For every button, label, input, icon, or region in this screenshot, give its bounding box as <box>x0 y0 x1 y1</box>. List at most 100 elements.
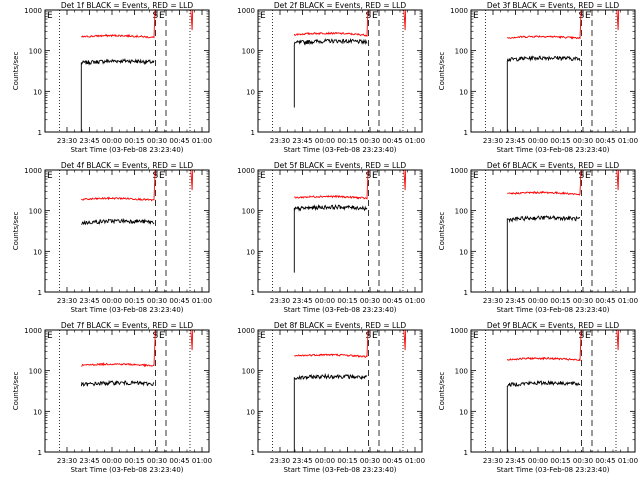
e-marker-label: E <box>47 11 53 21</box>
y-tick-label: 10 <box>33 88 42 96</box>
series-red-line <box>506 329 582 362</box>
x-tick-label: 00:30 <box>360 457 380 465</box>
series-red-spike <box>616 9 620 31</box>
x-axis-label: Start Time (03-Feb-08 23:23:40) <box>283 146 396 154</box>
x-tick-label: 23:45 <box>292 297 312 305</box>
x-tick-label: 00:30 <box>147 137 167 145</box>
e-marker-label: E <box>473 11 479 21</box>
x-tick-label: 00:45 <box>595 137 615 145</box>
x-tick-label: 23:30 <box>270 457 290 465</box>
e-marker-label: E <box>260 171 266 181</box>
x-tick-label: 00:15 <box>337 137 357 145</box>
y-tick-label: 1 <box>464 289 468 297</box>
x-tick-label: 23:45 <box>79 457 99 465</box>
y-tick-label: 10 <box>246 408 255 416</box>
y-tick-label: 100 <box>29 208 42 216</box>
panel-title: Det 4f BLACK = Events, RED = LLD <box>61 161 194 170</box>
s-marker-label: S <box>366 11 372 21</box>
x-tick-label: 01:00 <box>405 137 425 145</box>
x-tick-label: 23:45 <box>292 137 312 145</box>
y-tick-label: 10 <box>246 248 255 256</box>
panel-title: Det 6f BLACK = Events, RED = LLD <box>487 161 620 170</box>
x-tick-label: 00:15 <box>124 137 144 145</box>
y-tick-label: 100 <box>29 48 42 56</box>
y-tick-label: 100 <box>29 368 42 376</box>
series-red-spike <box>616 169 620 191</box>
y-tick-label: 100 <box>242 48 255 56</box>
y-tick-label: 100 <box>242 208 255 216</box>
s-marker-label: S <box>366 331 372 341</box>
plot-frame <box>44 329 210 453</box>
e-marker-label: E <box>473 331 479 341</box>
y-tick-label: 10 <box>246 88 255 96</box>
y-tick-label: 10 <box>459 248 468 256</box>
x-tick-label: 00:00 <box>315 297 335 305</box>
series-red-spike <box>403 169 407 191</box>
x-tick-label: 23:30 <box>483 297 503 305</box>
x-tick-label: 00:15 <box>124 297 144 305</box>
x-tick-label: 23:30 <box>57 137 77 145</box>
x-tick-label: 00:30 <box>147 297 167 305</box>
series-red-spike <box>403 9 407 31</box>
y-tick-label: 100 <box>242 368 255 376</box>
y-axis-label: Counts/sec <box>12 372 20 411</box>
x-axis-label: Start Time (03-Feb-08 23:23:40) <box>283 306 396 314</box>
x-tick-label: 23:45 <box>505 457 525 465</box>
x-tick-label: 00:15 <box>337 297 357 305</box>
s-marker-label: S <box>579 331 585 341</box>
x-tick-label: 00:15 <box>550 137 570 145</box>
panel-title: Det 3f BLACK = Events, RED = LLD <box>487 1 620 10</box>
y-tick-label: 1000 <box>450 167 468 175</box>
x-tick-label: 01:00 <box>192 457 212 465</box>
s-marker-label: S <box>366 171 372 181</box>
x-tick-label: 00:45 <box>595 457 615 465</box>
e-marker-label: E <box>372 331 378 341</box>
x-tick-label: 00:00 <box>315 457 335 465</box>
panel-title: Det 1f BLACK = Events, RED = LLD <box>61 1 194 10</box>
series-black-line <box>506 214 581 292</box>
x-tick-label: 00:30 <box>573 297 593 305</box>
e-marker-label: E <box>47 331 53 341</box>
series-red-line <box>294 169 369 200</box>
x-tick-label: 00:45 <box>382 297 402 305</box>
x-tick-label: 00:30 <box>360 137 380 145</box>
x-tick-label: 00:45 <box>169 457 189 465</box>
y-axis-label: Counts/sec <box>12 52 20 91</box>
y-axis-label: Counts/sec <box>438 372 446 411</box>
x-axis-label: Start Time (03-Feb-08 23:23:40) <box>70 146 183 154</box>
plot-frame <box>44 169 210 293</box>
series-red-line <box>81 169 156 202</box>
series-black-line <box>80 57 155 132</box>
y-tick-label: 1 <box>251 289 255 297</box>
x-tick-label: 01:00 <box>405 457 425 465</box>
y-tick-label: 100 <box>455 48 468 56</box>
e-marker-label: E <box>47 171 53 181</box>
x-tick-label: 00:15 <box>550 297 570 305</box>
series-black-line <box>506 55 581 132</box>
plot-frame <box>257 9 423 133</box>
y-tick-label: 1000 <box>237 327 255 335</box>
series-black-line <box>80 379 155 387</box>
series-black-line <box>293 37 368 108</box>
x-axis-label: Start Time (03-Feb-08 23:23:40) <box>496 146 609 154</box>
x-tick-label: 00:15 <box>124 457 144 465</box>
e-marker-label: E <box>372 171 378 181</box>
y-tick-label: 10 <box>459 408 468 416</box>
e-marker-label: E <box>159 171 165 181</box>
panel-title: Det 7f BLACK = Events, RED = LLD <box>61 321 194 330</box>
x-tick-label: 00:45 <box>382 457 402 465</box>
e-marker-label: E <box>260 331 266 341</box>
x-tick-label: 00:15 <box>550 457 570 465</box>
y-tick-label: 1000 <box>450 327 468 335</box>
y-tick-label: 100 <box>455 368 468 376</box>
panel-title: Det 2f BLACK = Events, RED = LLD <box>274 1 407 10</box>
series-black-line <box>506 379 581 452</box>
series-red-line <box>507 9 582 40</box>
